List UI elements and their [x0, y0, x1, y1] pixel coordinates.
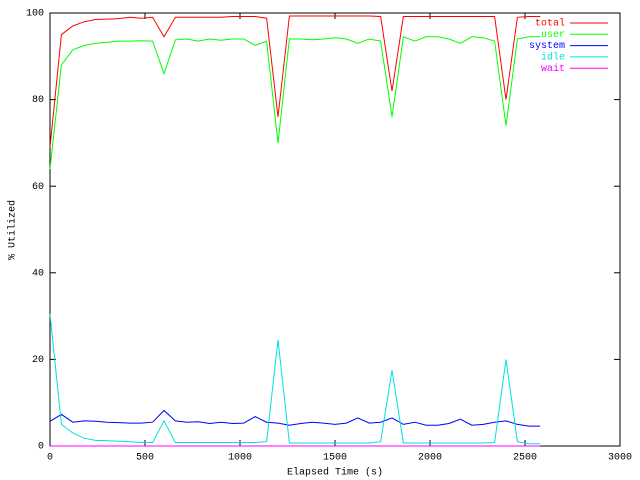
series-line: [49, 36, 541, 169]
x-tick-label: 1000: [228, 453, 252, 464]
x-tick-label: 3000: [608, 453, 632, 464]
legend-label: total: [535, 18, 565, 30]
legend-label: idle: [541, 52, 565, 64]
y-tick-label: 0: [38, 442, 44, 453]
x-tick-label: 500: [136, 453, 154, 464]
legend-label: user: [541, 30, 565, 41]
x-axis-label: Elapsed Time (s): [287, 467, 383, 479]
series-line: [49, 313, 541, 445]
y-tick-label: 40: [32, 268, 44, 279]
legend-label: wait: [541, 63, 565, 75]
series-line: [49, 409, 541, 427]
x-tick-label: 0: [47, 453, 53, 464]
legend-label: system: [529, 41, 565, 52]
plot-frame: [49, 12, 621, 447]
x-tick-label: 1500: [323, 453, 347, 464]
y-tick-label: 60: [32, 182, 44, 193]
y-axis-label: % Utilized: [7, 200, 19, 260]
x-tick-label: 2500: [513, 453, 537, 464]
y-tick-label: 80: [32, 95, 44, 106]
series-line: [49, 15, 541, 148]
y-tick-label: 20: [32, 355, 44, 366]
y-tick-label: 100: [26, 9, 44, 20]
x-tick-label: 2000: [418, 453, 442, 464]
